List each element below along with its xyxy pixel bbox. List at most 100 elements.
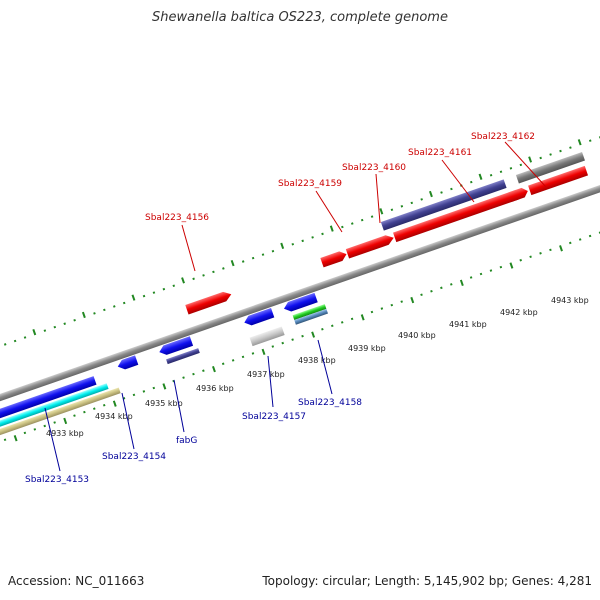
scale-label: 4940 kbp [398,331,436,340]
gene-feature-navy-left[interactable] [0,376,97,451]
minor-tick [469,276,473,279]
minor-tick [340,321,344,324]
page-title: Shewanella baltica OS223, complete genom… [152,10,448,25]
gene-arrow-sbal223-4156[interactable] [185,290,233,315]
minor-tick [172,284,176,287]
minor-tick [182,376,185,379]
minor-tick [598,231,600,234]
scale-labels: 4933 kbp 4934 kbp 4935 kbp 4936 kbp 4937… [46,296,589,438]
gene-arrow-sbal223-4157[interactable] [243,307,275,327]
major-tick [131,294,136,301]
minor-tick [3,343,7,346]
minor-tick [3,438,7,442]
minor-tick [132,393,136,397]
major-tick [559,245,563,252]
leader-line [375,173,381,224]
scale-label: 4935 kbp [145,399,183,408]
minor-tick [430,290,433,293]
scale-label: 4934 kbp [95,412,133,421]
major-tick [162,383,167,390]
minor-tick [321,327,324,331]
minor-tick [241,260,245,263]
gene-label-fabg[interactable]: fabG [176,436,197,446]
gene-feature-navy[interactable] [380,179,507,231]
gene-block-sbal223-4162[interactable] [528,165,589,196]
major-tick [81,311,86,319]
minor-tick [469,180,473,184]
minor-tick [23,431,27,435]
gene-feature-steel[interactable] [294,308,329,325]
gene-arrow-fabg[interactable] [158,336,194,357]
leader-line [315,190,343,233]
gene-label-sbal223-4158[interactable]: Sbal223_4158 [298,398,362,408]
minor-tick [251,352,255,355]
gene-label-sbal223-4161[interactable]: Sbal223_4161 [408,148,472,158]
minor-tick [142,390,146,393]
minor-tick [43,329,47,332]
minor-tick [440,191,443,194]
minor-tick [93,312,96,315]
gene-arrow-sbal223-4161[interactable] [393,188,526,243]
minor-tick [400,205,404,208]
minor-tick [192,372,195,376]
minor-tick [152,386,156,390]
gene-label-sbal223-4159[interactable]: Sbal223_4159 [278,179,342,189]
minor-tick [559,149,562,153]
minor-tick [519,163,523,167]
gene-arrow-sbal223-4162-small[interactable] [508,186,529,202]
minor-tick [291,243,295,246]
minor-tick [519,258,522,262]
minor-tick [390,208,394,212]
minor-tick [261,253,265,256]
major-tick [329,225,334,232]
gene-label-sbal223-4154[interactable]: Sbal223_4154 [102,452,166,462]
gene-feature-light-gray[interactable] [249,326,285,347]
minor-tick [578,238,582,241]
gene-label-sbal223-4156[interactable]: Sbal223_4156 [145,213,209,223]
scale-label: 4943 kbp [551,296,589,305]
minor-tick [53,325,57,329]
minor-tick [23,336,27,339]
major-tick [280,242,285,250]
major-tick [379,208,384,215]
minor-tick [499,265,503,269]
gene-arrow-sbal223-4158[interactable] [282,292,318,314]
gene-feature-tan[interactable] [0,387,121,466]
minor-tick [450,187,453,191]
gene-label-sbal223-4157[interactable]: Sbal223_4157 [242,412,306,422]
gene-arrow-sbal223-4154[interactable] [116,355,139,371]
scale-label: 4936 kbp [196,384,234,393]
leader-line [181,224,196,272]
leader-line [441,159,475,203]
minor-tick [43,424,46,428]
gene-feature-cyan[interactable] [0,383,109,458]
gene-arrow-sbal223-4159[interactable] [320,249,348,268]
forward-gene-labels: Sbal223_4156 Sbal223_4159 Sbal223_4160 S… [145,132,547,272]
major-tick [577,139,582,146]
genome-track [0,135,600,466]
gene-label-sbal223-4153[interactable]: Sbal223_4153 [25,475,89,485]
minor-tick [202,369,205,372]
leader-line [317,339,333,395]
minor-tick [489,173,493,177]
minor-tick [380,307,384,310]
scale-label: 4941 kbp [449,320,487,329]
reverse-gene-labels: Sbal223_4153 Sbal223_4154 fabG Sbal223_4… [25,339,362,485]
gene-feature-fabg-sub[interactable] [166,348,200,365]
gene-label-sbal223-4162[interactable]: Sbal223_4162 [471,132,535,142]
minor-tick [569,146,572,149]
minor-tick [440,286,443,290]
gene-label-sbal223-4160[interactable]: Sbal223_4160 [342,163,406,173]
gene-arrow-sbal223-4160[interactable] [345,233,396,259]
gene-feature-green[interactable] [292,304,327,321]
minor-tick [568,241,572,245]
minor-tick [103,308,106,312]
minor-tick [321,232,324,236]
minor-tick [301,334,304,338]
gene-feature-gray[interactable] [515,152,585,184]
genome-backbone [0,152,600,436]
minor-tick [370,215,374,218]
major-tick [410,296,415,304]
scale-label: 4938 kbp [298,356,336,365]
minor-tick [251,256,255,260]
